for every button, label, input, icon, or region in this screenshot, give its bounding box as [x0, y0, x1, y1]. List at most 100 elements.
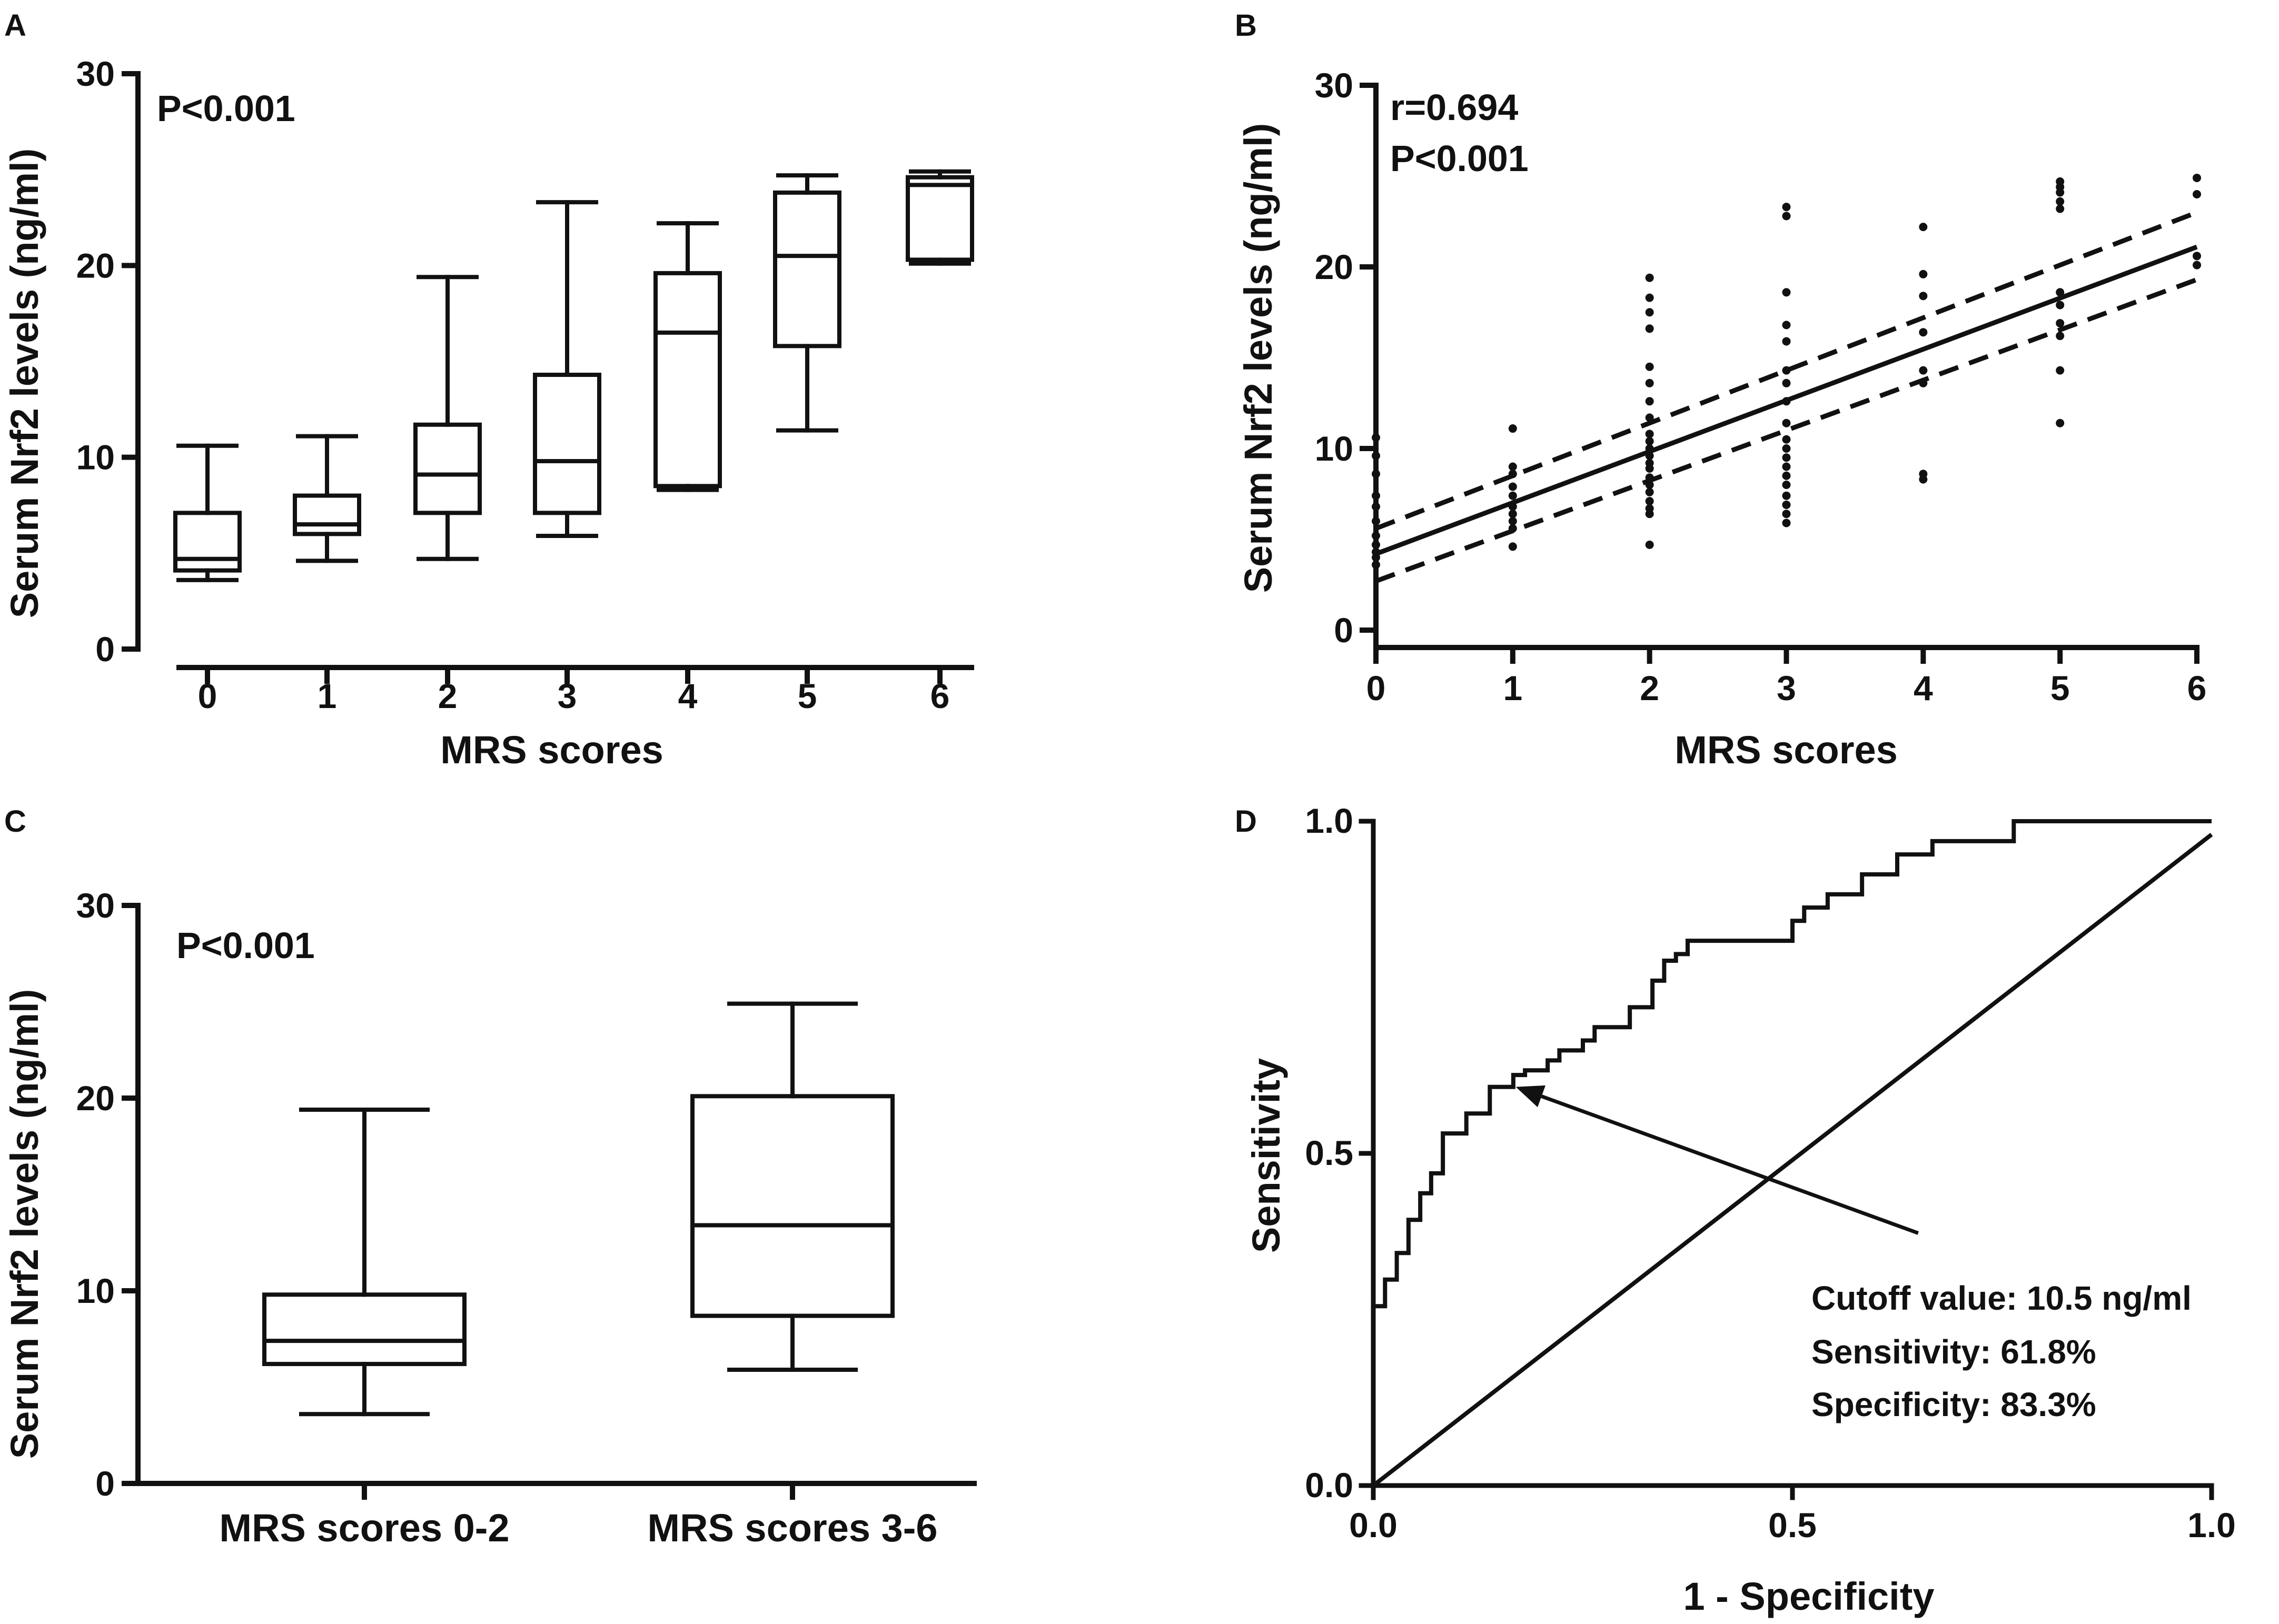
panel-b-data-point [2056, 366, 2065, 375]
panel-d-lines [1371, 819, 2213, 1488]
panel-b-data-point [1645, 324, 1654, 333]
panel-b-data-point [2056, 332, 2065, 341]
panel-b-data-point [1782, 444, 1791, 453]
panel-b-x-tick-label: 4 [1914, 669, 1933, 708]
panel-a-box [653, 271, 722, 489]
panel-b-data-point [1919, 292, 1928, 301]
panel-b-ci-lower-line [1375, 277, 2198, 584]
panel-b-data-point [2056, 197, 2065, 206]
panel-b-data-point [1508, 491, 1517, 500]
panel-b-data-point [1508, 517, 1517, 525]
panel-a-p-value: P<0.001 [157, 88, 295, 129]
panel-c-y-tick-label: 30 [76, 886, 115, 925]
panel-a-x-tick-label: 5 [798, 676, 817, 715]
panel-b-data-point [2056, 177, 2065, 186]
panel-b-data-point [1782, 519, 1791, 527]
panel-b-data-point [1782, 203, 1791, 212]
panel-c-box [690, 1094, 895, 1318]
panel-b-data-point [1508, 462, 1517, 471]
panel-a-x-tick-label: 1 [318, 676, 337, 715]
panel-c-axes: 0 10 20 30 MRS scores 0-2 MRS scores 3-6 [76, 886, 977, 1550]
panel-d-y-tick-label: 0.0 [1305, 1466, 1353, 1505]
panel-b-data-point [1372, 502, 1380, 511]
panel-a-y-axis-label: Serum Nrf2 levels (ng/ml) [3, 148, 46, 618]
panel-b-data-point [2056, 419, 2065, 427]
panel-c-letter: C [4, 804, 26, 839]
panel-b-data-point [1372, 470, 1380, 479]
panel-d-axes: 0.0 0.5 1.0 0.0 0.5 1.0 [1305, 801, 2236, 1545]
panel-b-data-point [1508, 542, 1517, 551]
panel-b-data-point [1645, 459, 1654, 467]
panel-b-data-point [1782, 419, 1791, 427]
panel-d-sensitivity-label: Sensitivity: 61.8% [1811, 1333, 2096, 1371]
panel-d-arrow-head [1515, 1085, 1546, 1108]
panel-b-x-axis-label: MRS scores [1674, 728, 1898, 772]
panel-b-y-tick-label: 0 [1334, 611, 1353, 650]
panel-d-y-axis-label: Sensitivity [1244, 1058, 1288, 1253]
panel-b-data-point [1645, 293, 1654, 302]
panel-b-axes: 0 10 20 30 0 1 2 3 4 5 6 [1315, 66, 2207, 708]
panel-c-y-tick-label: 0 [95, 1464, 115, 1503]
panel-b-data-point [1645, 487, 1654, 496]
panel-b-y-tick-label: 10 [1315, 429, 1353, 468]
panel-b-data-point [1782, 321, 1791, 330]
panel-b-data-point [1372, 531, 1380, 540]
panel-b-data-point [2056, 204, 2065, 213]
panel-a-y-tick-label: 20 [76, 246, 115, 285]
panel-d-reference-line [1372, 833, 2213, 1488]
panel-b-data-point [1372, 540, 1380, 549]
panel-a-box [906, 175, 974, 262]
panel-a-box [173, 511, 242, 573]
panel-b-data-point [1919, 270, 1928, 278]
panel-d-arrow-shaft [1541, 1094, 1919, 1235]
panel-b-data-point [2193, 190, 2201, 198]
panel-b-data-point [1508, 482, 1517, 491]
panel-b-x-tick-label: 1 [1503, 669, 1522, 708]
panel-b-data-point [1645, 430, 1654, 439]
panel-b-data-point [1782, 288, 1791, 297]
panel-a-y-tick-label: 0 [95, 630, 115, 669]
panel-a-x-tick-label: 3 [558, 676, 577, 715]
panel-b-regression-line [1375, 244, 2198, 556]
panel-c-x-tick-label: MRS scores 3-6 [647, 1506, 937, 1550]
panel-d-y-tick-label: 0.5 [1305, 1133, 1353, 1172]
panel-b-ci-upper-line [1375, 210, 2198, 531]
panel-b-x-tick-label: 2 [1640, 669, 1659, 708]
panel-b-data-point [2056, 301, 2065, 310]
panel-b-data-point [1372, 560, 1380, 569]
panel-a-box [773, 190, 841, 348]
panel-b-data-point [1919, 328, 1928, 337]
panel-d-y-tick-label: 1.0 [1305, 801, 1353, 840]
panel-b-data-point [1782, 337, 1791, 346]
panel-b-data-point [1919, 470, 1928, 479]
panel-b-x-tick-label: 3 [1777, 669, 1796, 708]
panel-c-boxes [262, 1001, 895, 1417]
panel-b-data-point [1919, 366, 1928, 375]
panel-b-p-value: P<0.001 [1390, 138, 1529, 179]
panel-d-x-tick-label: 1.0 [2187, 1506, 2236, 1545]
panel-a-y-tick-label: 10 [76, 438, 115, 477]
panel-c-box [262, 1292, 467, 1367]
panel-b-data-point [1782, 212, 1791, 221]
panel-d: D Sensitivity 1 - Specificity Cutoff val… [1235, 801, 2236, 1618]
panel-b-data-point [1782, 462, 1791, 471]
panel-b-data-point [1782, 510, 1791, 519]
panel-b: B r=0.694 P<0.001 Serum Nrf2 levels (ng/… [1235, 8, 2206, 772]
panel-b-x-tick-label: 0 [1366, 669, 1386, 708]
panel-a-box [413, 422, 482, 515]
panel-b-data-point [1782, 500, 1791, 509]
panel-b-data-point [1372, 451, 1380, 460]
panel-b-lines [1375, 210, 2198, 584]
panel-b-data-point [1782, 378, 1791, 387]
panel-a-x-tick-label: 6 [930, 676, 950, 715]
panel-c-p-value: P<0.001 [176, 925, 315, 966]
panel-a-box [293, 493, 361, 536]
panel-a-box [533, 373, 601, 515]
panel-b-r-value: r=0.694 [1390, 87, 1518, 128]
panel-a-axes: 0 10 20 30 0 1 2 3 4 5 6 [76, 54, 974, 715]
panel-b-data-point [1372, 517, 1380, 525]
panel-c-y-tick-label: 10 [76, 1271, 115, 1310]
panel-b-y-tick-label: 20 [1315, 247, 1353, 286]
panel-b-x-tick-label: 6 [2187, 669, 2207, 708]
panel-b-data-point [2193, 252, 2201, 261]
